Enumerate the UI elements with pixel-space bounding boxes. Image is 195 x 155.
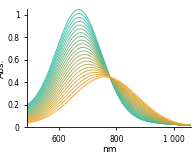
X-axis label: nm: nm bbox=[102, 145, 116, 154]
Y-axis label: Abs.: Abs. bbox=[0, 59, 6, 78]
